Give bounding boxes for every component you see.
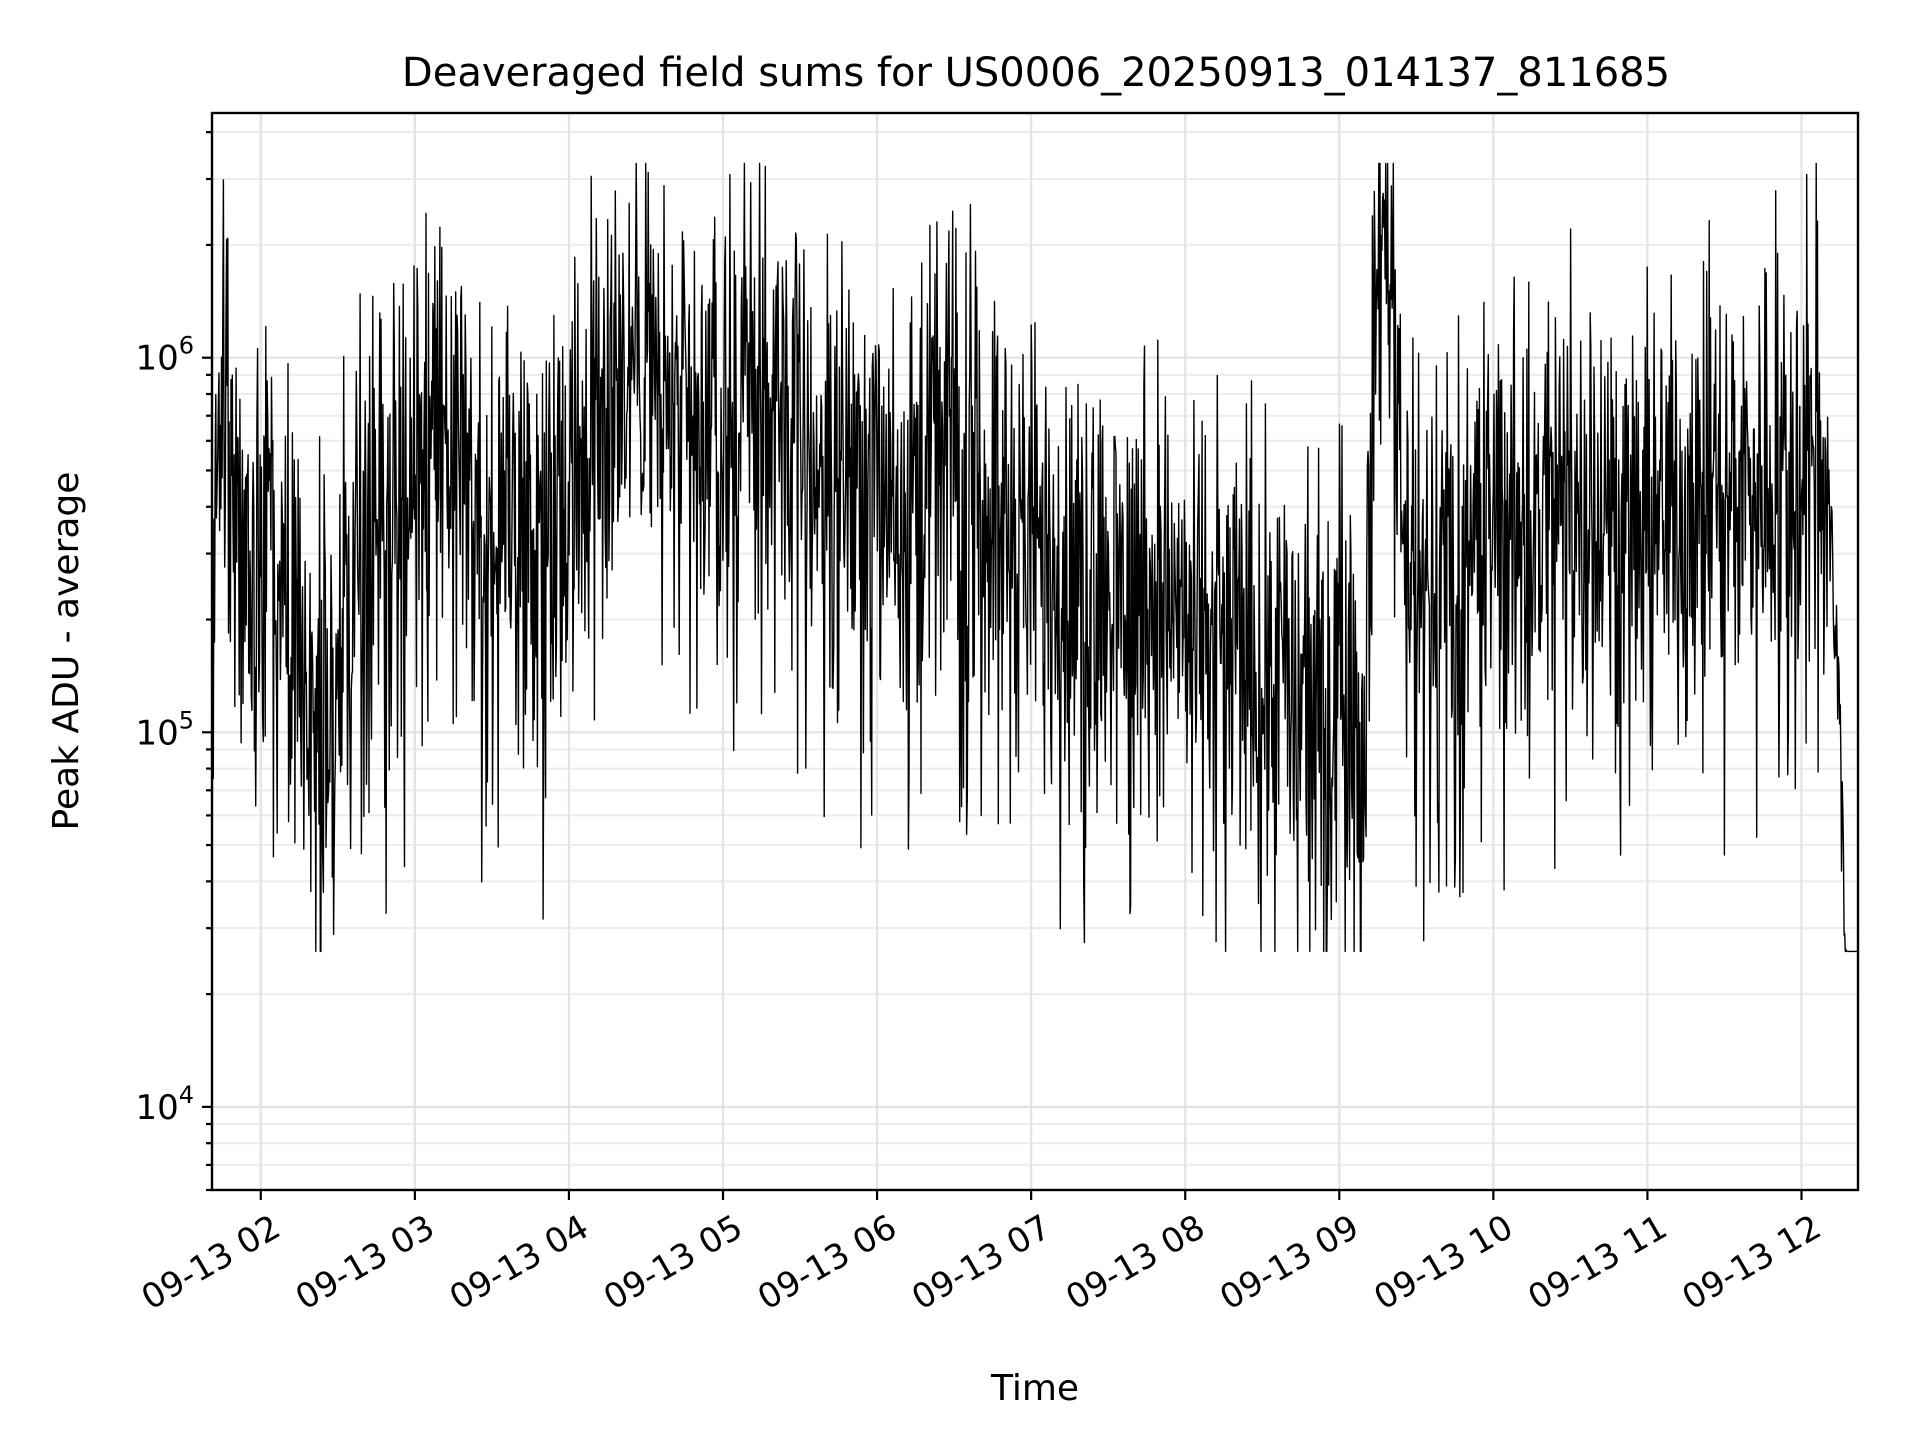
y-axis-label: Peak ADU - average — [46, 472, 87, 831]
y-tick-label: 106 — [135, 332, 194, 379]
y-tick-label: 105 — [135, 706, 194, 753]
series-layer — [211, 162, 1859, 953]
y-tick-label: 104 — [135, 1081, 194, 1128]
data-series-line — [211, 162, 1859, 953]
plot-frame — [210, 111, 1860, 1192]
chart-title: Deaveraged field sums for US0006_2025091… — [402, 50, 1670, 96]
x-axis-label: Time — [990, 1368, 1079, 1409]
